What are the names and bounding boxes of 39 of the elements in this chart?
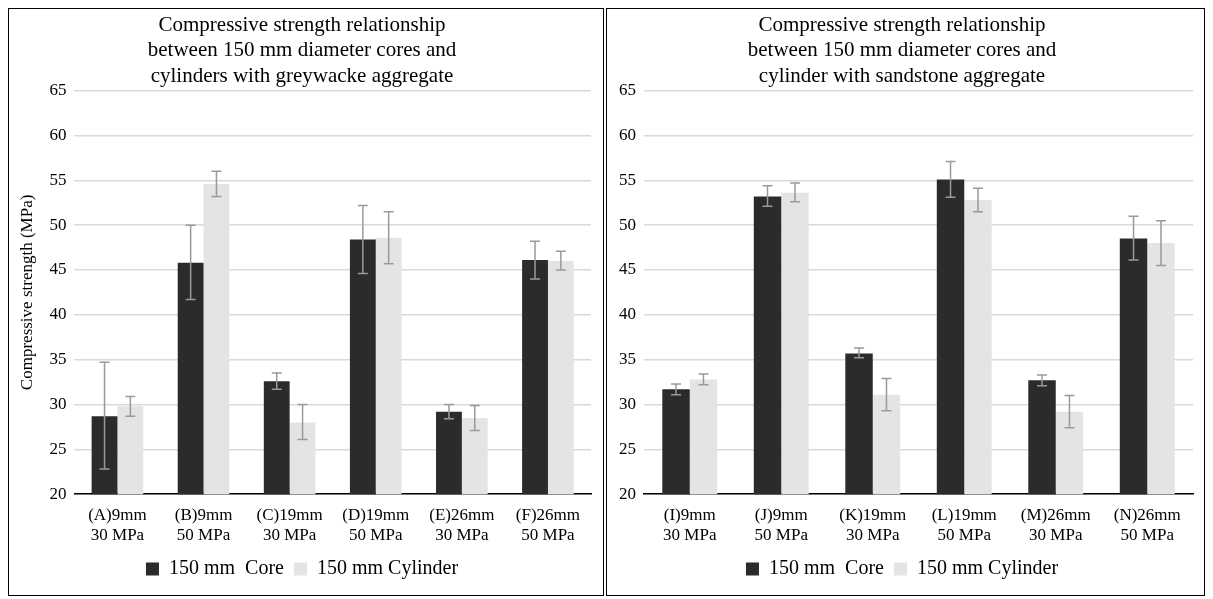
y-tick-label: 40 [618, 304, 636, 324]
x-tick-label: (C)19mm 30 MPa [256, 504, 323, 545]
y-tick-label: 45 [49, 259, 67, 279]
x-tick-label: (F)26mm 50 MPa [515, 504, 581, 545]
chart-title: Compressive strength relationship between 150 mm diameter cores and cylinder with sandstone aggregate [747, 12, 1057, 87]
y-tick-label: 25 [618, 438, 636, 458]
x-tick-label: (E)26mm 30 MPa [429, 504, 495, 545]
x-tick-label: (D)19mm 50 MPa [342, 504, 410, 545]
chart-title: Compressive strength relationship between 150 mm diameter cores and cylinders with greywacke aggregate [147, 12, 457, 87]
x-tick-label: (B)9mm 50 MPa [174, 504, 233, 545]
y-tick-label: 60 [618, 124, 636, 144]
y-tick-label: 55 [49, 169, 67, 189]
legend-label: 150 mm Core [768, 556, 884, 579]
y-tick-label: 35 [49, 349, 67, 369]
x-tick-label: (M)26mm 30 MPa [1020, 504, 1091, 545]
y-tick-label: 25 [49, 438, 67, 458]
legend-label: 150 mm Core [168, 556, 285, 579]
y-tick-label: 50 [618, 214, 636, 234]
y-tick-label: 30 [49, 393, 67, 413]
y-tick-label: 65 [618, 80, 636, 100]
y-tick-label: 20 [618, 483, 636, 503]
y-tick-label: 65 [49, 80, 67, 100]
legend-label: 150 mm Cylinder [316, 556, 459, 580]
x-tick-label: (L)19mm 50 MPa [931, 504, 997, 545]
y-tick-label: 55 [618, 169, 636, 189]
x-tick-label: (N)26mm 50 MPa [1113, 504, 1181, 545]
y-tick-label: 60 [49, 124, 67, 144]
y-tick-label: 20 [49, 483, 67, 503]
y-axis-title: Compressive strength (MPa) [16, 194, 36, 391]
y-tick-label: 45 [618, 259, 636, 279]
y-tick-label: 50 [49, 214, 67, 234]
y-tick-label: 30 [618, 393, 636, 413]
x-tick-label: (I)9mm 30 MPa [662, 504, 717, 545]
y-tick-label: 40 [49, 304, 67, 324]
x-tick-label: (J)9mm 50 MPa [754, 504, 808, 545]
legend-label: 150 mm Cylinder [916, 556, 1058, 580]
x-tick-label: (A)9mm 30 MPa [88, 504, 147, 545]
y-tick-label: 35 [618, 349, 636, 369]
x-tick-label: (K)19mm 30 MPa [838, 504, 906, 545]
